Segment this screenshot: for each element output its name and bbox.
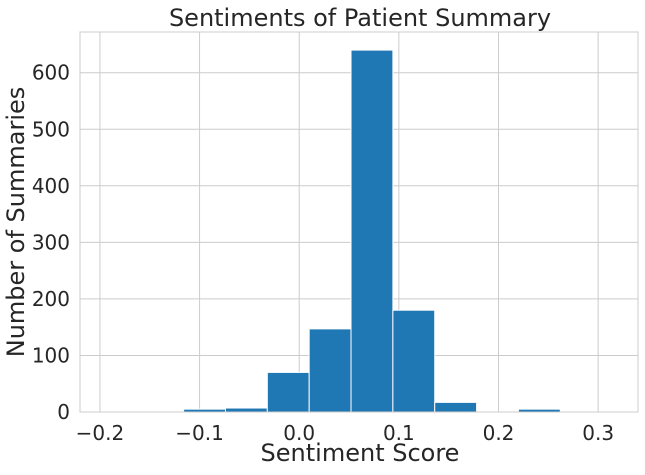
y-axis-ticks: 0 100 200 300 400 500 600 — [32, 61, 70, 424]
y-tick-label: 600 — [32, 61, 70, 85]
y-axis-label: Number of Summaries — [2, 87, 30, 358]
histogram-bar — [434, 401, 478, 413]
y-tick-label: 300 — [32, 230, 70, 254]
y-tick-label: 400 — [32, 174, 70, 198]
histogram-bar — [350, 49, 394, 413]
x-tick-label: −0.1 — [175, 421, 224, 445]
chart-title: Sentiments of Patient Summary — [169, 4, 551, 32]
y-tick-label: 500 — [32, 117, 70, 141]
y-tick-label: 200 — [32, 287, 70, 311]
y-tick-label: 0 — [57, 400, 70, 424]
histogram-bar — [266, 371, 310, 413]
x-tick-label: 0.1 — [383, 421, 415, 445]
y-tick-label: 100 — [32, 343, 70, 367]
histogram-bars — [141, 49, 561, 413]
histogram-bar — [392, 309, 436, 413]
x-tick-label: −0.2 — [76, 421, 125, 445]
x-tick-label: 0.2 — [483, 421, 515, 445]
plot-frame — [79, 31, 639, 413]
x-axis-ticks: −0.2 −0.1 0.0 0.1 0.2 0.3 — [76, 421, 614, 445]
x-tick-label: 0.0 — [283, 421, 315, 445]
x-axis-label: Sentiment Score — [261, 439, 460, 467]
x-tick-label: 0.3 — [582, 421, 614, 445]
histogram-bar — [224, 407, 268, 413]
histogram-bar — [308, 328, 352, 413]
